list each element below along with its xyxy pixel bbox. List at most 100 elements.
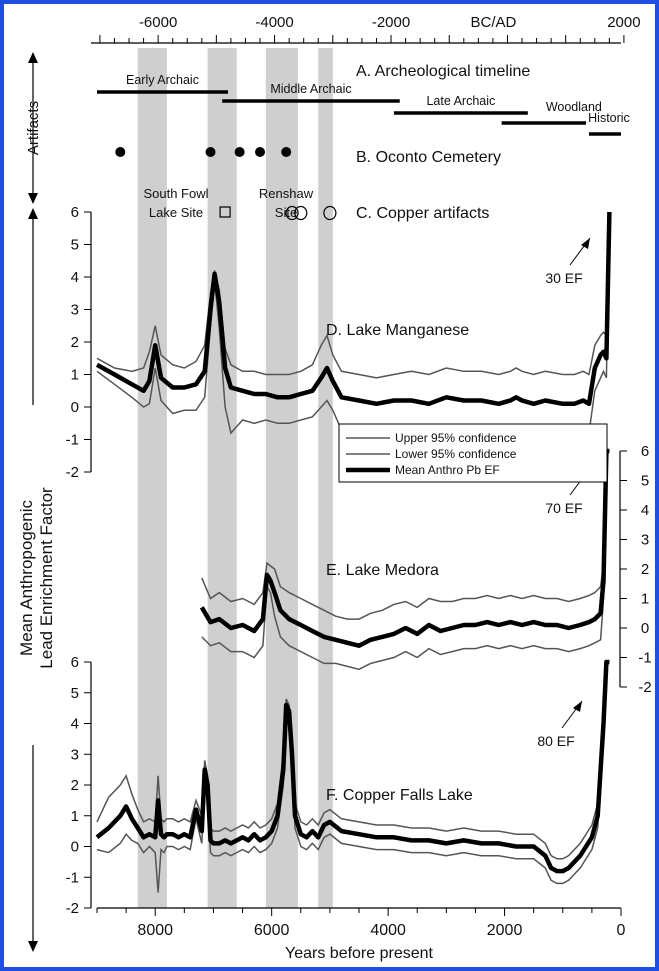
y-tick-label: 5: [641, 473, 649, 490]
ef-annotation: 80 EF: [537, 733, 574, 749]
y-tick-label: 5: [71, 237, 79, 254]
artifacts-label: Artifacts: [25, 101, 42, 155]
upper-ci-line: [96, 661, 610, 860]
bottom-tick-label: 2000: [487, 922, 523, 939]
y-tick-label: -1: [638, 650, 651, 667]
y-tick-label: 6: [641, 443, 649, 460]
shaded-bands: [137, 48, 333, 908]
circle-marker: [323, 205, 337, 221]
y-axis-title-line: Lead Enrichment Factor: [37, 487, 56, 669]
panel-b-oconto: B. Oconto Cemetery: [115, 147, 501, 166]
y-tick-label: 1: [71, 367, 79, 384]
y-tick-label: 2: [71, 777, 79, 794]
y-tick-label: 0: [71, 839, 79, 856]
arrow-head: [28, 193, 38, 204]
bottom-tick-label: 4000: [370, 922, 406, 939]
top-tick-label: -2000: [372, 14, 410, 31]
y-tick-label: -2: [638, 679, 651, 696]
arrow-head: [28, 941, 38, 952]
panel-a-timeline: Early Archaic Middle Archaic Late Archaic W…: [97, 63, 630, 136]
series-lines: [95, 211, 612, 893]
y-tick-label: -1: [66, 432, 79, 449]
legend-label: Upper 95% confidence: [395, 431, 517, 445]
mean-ef-line: [95, 211, 612, 407]
period-label: Early Archaic: [126, 73, 199, 87]
circle-marker: [294, 205, 308, 221]
panel-title: E. Lake Medora: [326, 562, 439, 579]
panel-a-title: A. Archeological timeline: [356, 63, 530, 80]
period-label: Historic: [588, 111, 630, 125]
bottom-tick-label: 8000: [137, 922, 173, 939]
panel-labels: D. Lake Manganese 30 EF E. Lake Medora 70 E…: [326, 237, 591, 804]
panel-b-title: B. Oconto Cemetery: [356, 149, 501, 166]
square-marker: [219, 206, 231, 218]
period-label: Late Archaic: [426, 94, 495, 108]
ef-annotation: 30 EF: [545, 270, 582, 286]
period-label: Middle Archaic: [270, 82, 351, 96]
shaded-band: [207, 48, 237, 908]
bottom-axis: 8000 6000 4000 2000 0 Years before present: [96, 907, 626, 962]
circle-marker: [285, 205, 299, 221]
y-tick-label: 0: [641, 620, 649, 637]
lower-ci-line: [201, 450, 610, 671]
y-axes: 6 5 4 3 2 1 0 -1 -2 6 5 4 3 2 1 0 -1 -2 6 5 4 3 2 1 0 -1 -2: [66, 204, 652, 917]
y-tick-label: 4: [71, 269, 79, 286]
oconto-dot: [234, 147, 245, 157]
y-tick-label: 1: [641, 591, 649, 608]
upper-ci-line: [201, 450, 610, 620]
shaded-band: [318, 48, 333, 908]
y-tick-label: 4: [71, 716, 79, 733]
oconto-dot: [115, 147, 126, 157]
panel-c-title: C. Copper artifacts: [356, 205, 489, 222]
arrow-head: [581, 238, 590, 249]
mean-ef-line: [95, 659, 610, 874]
legend: Upper 95% confidence Lower 95% confidence…: [338, 423, 608, 483]
y-tick-label: 3: [71, 746, 79, 763]
ef-annotation: 70 EF: [545, 500, 582, 516]
y-axis-title-line: Mean Anthropogenic: [17, 500, 36, 656]
oconto-dot: [281, 147, 292, 157]
y-tick-label: 4: [641, 502, 649, 519]
oconto-dot: [255, 147, 266, 157]
y-tick-label: 2: [71, 334, 79, 351]
bottom-tick-label: 0: [617, 922, 626, 939]
arrow-head: [573, 701, 582, 712]
y-tick-label: -1: [66, 869, 79, 886]
arrow-head: [28, 52, 38, 63]
top-axis-title: BC/AD: [471, 14, 517, 31]
legend-box: [338, 423, 608, 483]
y-tick-label: 3: [71, 302, 79, 319]
bottom-axis-title: Years before present: [285, 945, 434, 962]
y-tick-label: 0: [71, 399, 79, 416]
top-tick-label: -6000: [139, 14, 177, 31]
y-tick-label: 6: [71, 654, 79, 671]
panel-title: F. Copper Falls Lake: [326, 787, 473, 804]
y-tick-label: -2: [66, 900, 79, 917]
side-labels: Artifacts Mean Anthropogenic Lead Enrichme…: [17, 52, 56, 952]
oconto-dot: [205, 147, 216, 157]
upper-ci-line: [96, 211, 611, 379]
top-tick-label: 2000: [607, 14, 640, 31]
y-tick-label: 6: [71, 204, 79, 221]
top-axis: -6000 -4000 -2000 2000 BC/AD: [91, 14, 641, 44]
site-label-line: Lake Site: [149, 205, 203, 220]
legend-label: Lower 95% confidence: [395, 447, 517, 461]
site-label-line: Renshaw: [259, 186, 314, 201]
top-tick-label: -4000: [255, 14, 293, 31]
mean-ef-line: [199, 448, 610, 648]
y-tick-label: 3: [641, 532, 649, 549]
y-tick-label: -2: [66, 464, 79, 481]
y-tick-label: 1: [71, 808, 79, 825]
site-label-line: South Fowl: [143, 186, 208, 201]
y-tick-label: 2: [641, 561, 649, 578]
shaded-band: [137, 48, 167, 908]
arrow-head: [28, 208, 38, 219]
panel-title: D. Lake Manganese: [326, 322, 469, 339]
legend-label: Mean Anthro Pb EF: [395, 463, 500, 477]
period-label: Woodland: [546, 100, 602, 114]
lower-ci-line: [96, 661, 610, 893]
bottom-tick-label: 6000: [254, 922, 290, 939]
